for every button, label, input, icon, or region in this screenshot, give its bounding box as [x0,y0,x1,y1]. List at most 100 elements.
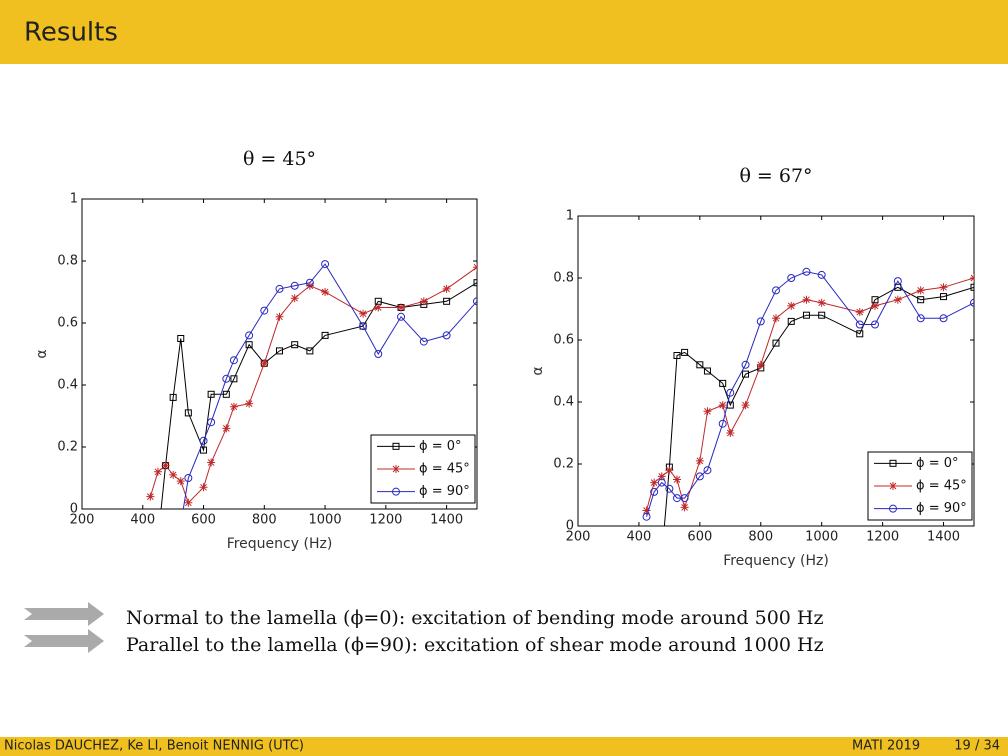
marker [917,296,925,304]
bullet: Normal to the lamella (ϕ=0): excitation … [126,607,824,629]
y-tick-label: 1 [566,209,574,224]
marker [442,284,451,293]
marker [245,341,253,349]
y-tick-label: 0 [566,519,574,534]
footer-event: MATI 2019 [852,739,920,754]
y-tick-label: 0 [70,502,78,517]
marker [741,360,750,369]
y-tick-label: 0.8 [57,254,78,269]
marker [787,301,796,310]
marker [397,312,406,321]
marker [893,277,902,286]
y-tick-label: 0.8 [553,271,574,286]
legend: ϕ = 0° ϕ = 45° ϕ = 90° [867,451,973,521]
marker [802,267,811,276]
marker [673,494,681,503]
marker [703,407,712,416]
marker [275,312,284,321]
marker [970,298,974,307]
marker [443,297,451,305]
marker [229,402,238,411]
x-tick-label: 200 [70,513,95,528]
marker [642,512,651,521]
marker [222,390,230,398]
marker [207,390,215,398]
legend-marker [392,465,400,473]
marker [659,554,665,560]
marker [871,320,879,329]
marker [290,281,299,290]
x-tick-label: 1200 [866,530,899,545]
footer-page: 19 / 34 [954,739,1000,754]
marker [473,263,477,272]
marker [321,260,330,269]
marker [200,446,208,454]
marker [817,270,826,279]
marker [169,393,177,401]
y-tick-label: 0.6 [553,333,574,348]
marker [374,350,383,358]
marker [359,322,368,331]
marker [916,286,925,295]
marker [856,330,864,338]
y-tick-label: 1 [70,192,78,207]
marker [177,335,185,342]
marker [419,337,428,346]
marker [665,484,674,493]
x-tick-label: 600 [191,513,216,528]
marker [290,294,299,303]
x-tick-label: 1400 [927,530,960,545]
marker [818,311,826,319]
x-axis-label: Frequency (Hz) [723,553,829,569]
footer-authors: Nicolas DAUCHEZ, Ke LI, Benoit NENNIG (U… [4,739,304,754]
marker [473,279,477,287]
marker [742,370,750,378]
legend-marker [889,459,897,467]
x-tick-label: 600 [687,530,712,545]
marker [442,331,451,340]
x-tick-label: 1000 [805,530,838,545]
x-tick-label: 400 [627,530,652,545]
series-line [149,266,477,504]
marker [177,521,184,528]
marker [772,286,780,295]
marker [970,274,974,282]
x-tick-label: 1200 [369,513,402,528]
legend-label: ϕ = 45° [419,462,470,477]
marker [155,537,161,543]
y-axis-label: α [530,366,546,375]
marker [681,348,689,356]
legend: ϕ = 0° ϕ = 45° ϕ = 90° [370,434,476,504]
marker [321,331,329,339]
marker [657,478,666,487]
marker [893,295,902,304]
marker [802,311,810,319]
marker [397,303,406,312]
marker [153,467,162,476]
marker [146,492,155,501]
marker [359,309,368,318]
marker [276,347,283,355]
marker [222,374,231,383]
plot-content [642,267,974,560]
x-tick-label: 1400 [430,513,463,528]
legend-label: ϕ = 0° [419,439,462,454]
marker [161,461,170,470]
x-tick-label: 800 [748,530,773,545]
x-tick-label: 200 [566,530,591,545]
marker [184,498,193,507]
marker [650,487,659,496]
marker [245,399,254,408]
marker [222,424,231,433]
marker [787,274,796,282]
marker [680,494,689,503]
marker [703,367,711,375]
y-tick-label: 0.2 [553,457,574,472]
y-tick-label: 0.2 [57,440,78,455]
legend-marker [392,487,400,496]
marker [199,483,208,492]
marker [916,314,925,323]
marker [229,356,238,365]
